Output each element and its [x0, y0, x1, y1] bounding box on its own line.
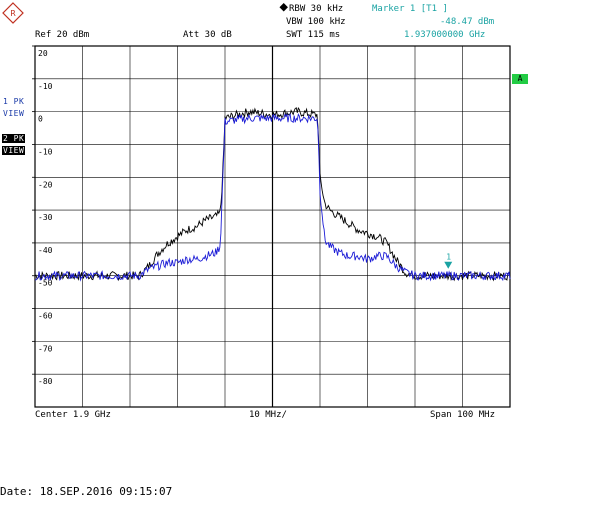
y-tick-label: -10 — [38, 147, 53, 156]
reference-level: Ref 20 dBm — [35, 30, 90, 40]
swt-readout: SWT 115 ms — [286, 30, 341, 40]
trace1-mode: VIEW — [3, 109, 25, 118]
y-tick-label: -60 — [38, 312, 53, 321]
trace-1 — [34, 107, 511, 282]
marker-frequency: 1.937000000 GHz — [404, 30, 486, 40]
trace2-label: 2 PK — [2, 134, 26, 143]
vbw-readout: VBW 100 kHz — [286, 17, 346, 27]
marker-level: -48.47 dBm — [440, 17, 495, 27]
center-frequency: Center 1.9 GHz — [35, 410, 111, 420]
frequency-per-division: 10 MHz/ — [249, 410, 287, 420]
marker-layer: 1 — [444, 253, 453, 269]
y-tick-labels: 20 -10 0 -10 -20 -30 -40 -50 -60 -70 -80 — [38, 49, 53, 386]
trace1-label: 1 PK — [3, 97, 25, 106]
trace-layer — [34, 107, 511, 282]
span-readout: Span 100 MHz — [430, 410, 496, 420]
date-stamp: Date: 18.SEP.2016 09:15:07 — [0, 485, 173, 498]
marker-1-triangle — [444, 261, 453, 269]
rohde-schwarz-logo: R — [2, 2, 24, 24]
y-tick-label: -30 — [38, 213, 53, 222]
plot-grid — [32, 45, 511, 408]
trace2-mode: VIEW — [2, 146, 26, 155]
svg-text:R: R — [10, 9, 16, 18]
trace-2 — [34, 113, 511, 282]
y-tick-label: -50 — [38, 279, 53, 288]
attenuation: Att 30 dB — [183, 30, 232, 40]
marker-title: Marker 1 [T1 ] — [372, 4, 448, 14]
y-tick-label: -20 — [38, 180, 53, 189]
marker-1-label: 1 — [446, 253, 451, 262]
y-tick-label: -40 — [38, 246, 53, 255]
marker-badge: A — [512, 74, 528, 84]
rbw-readout: RBW 30 kHz — [279, 3, 343, 14]
y-tick-label: -10 — [38, 82, 53, 91]
y-tick-label: -70 — [38, 344, 53, 353]
y-tick-label: 0 — [38, 115, 43, 124]
y-tick-label: 20 — [38, 49, 48, 58]
y-tick-label: -80 — [38, 377, 53, 386]
